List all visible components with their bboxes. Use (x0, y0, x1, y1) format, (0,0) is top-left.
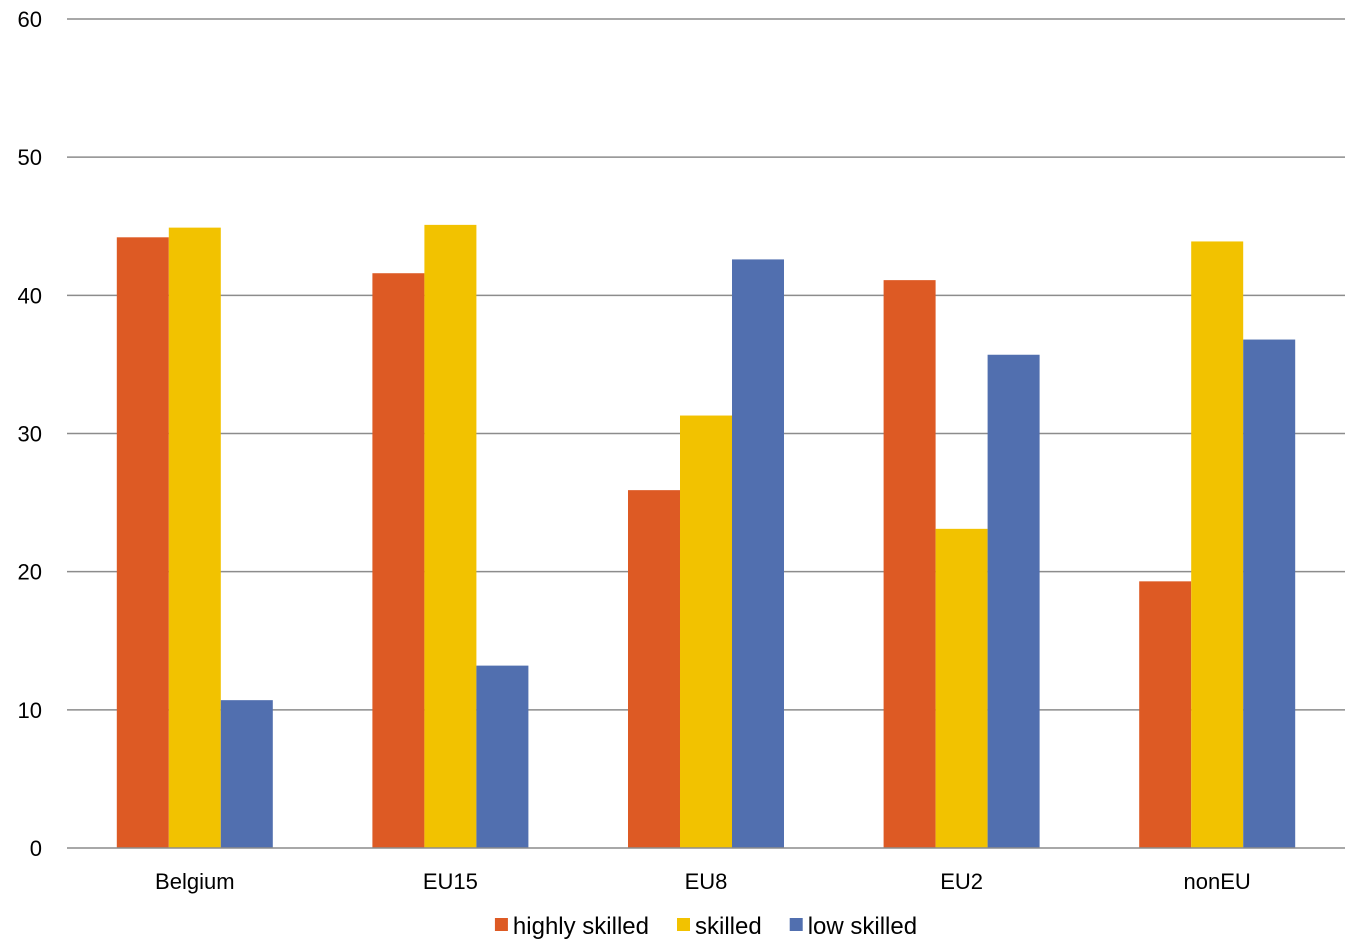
legend-label: highly skilled (513, 913, 649, 940)
x-tick-label: EU2 (940, 869, 983, 894)
legend-item: low skilled (789, 913, 917, 940)
bar-Belgium-skilled (168, 227, 221, 849)
y-axis-tick-labels: 0 10 20 30 40 50 60 (18, 7, 42, 861)
x-tick-label: EU8 (685, 869, 728, 894)
legend-swatch (494, 918, 508, 931)
bar-EU2-skilled (935, 528, 988, 848)
bar-EU2-low-skilled (987, 354, 1040, 848)
y-tick-label: 50 (18, 145, 42, 170)
legend-item: skilled (677, 913, 762, 940)
bar-EU15-skilled (424, 224, 477, 848)
bars (116, 224, 1296, 849)
legend: highly skilled skilled low skilled (494, 913, 917, 940)
y-tick-label: 40 (18, 283, 42, 308)
bar-EU8-low-skilled (732, 259, 784, 848)
x-tick-label: EU15 (423, 869, 478, 894)
legend-item: highly skilled (494, 913, 649, 940)
bar-Belgium-low-skilled (220, 700, 273, 848)
bar-EU15-highly-skilled (372, 273, 425, 848)
bar-Belgium-highly-skilled (116, 237, 169, 848)
y-tick-label: 30 (18, 422, 42, 447)
x-tick-label: nonEU (1184, 869, 1251, 894)
y-tick-label: 10 (18, 698, 42, 723)
x-tick-label: Belgium (155, 869, 234, 894)
y-tick-label: 20 (18, 560, 42, 585)
legend-label: low skilled (808, 913, 917, 940)
bar-EU2-highly-skilled (883, 280, 936, 848)
bar-nonEU-low-skilled (1243, 339, 1296, 848)
bar-EU8-skilled (680, 415, 732, 848)
bar-EU15-low-skilled (476, 665, 529, 848)
y-tick-label: 0 (30, 836, 42, 861)
legend-swatch (677, 918, 690, 931)
x-axis-tick-labels: Belgium EU15 EU8 EU2 nonEU (155, 869, 1251, 894)
bar-EU8-highly-skilled (628, 490, 680, 848)
y-tick-label: 60 (18, 7, 42, 32)
legend-swatch (789, 918, 803, 931)
bar-nonEU-skilled (1191, 241, 1244, 848)
bar-nonEU-highly-skilled (1139, 581, 1192, 848)
legend-label: skilled (695, 913, 762, 940)
